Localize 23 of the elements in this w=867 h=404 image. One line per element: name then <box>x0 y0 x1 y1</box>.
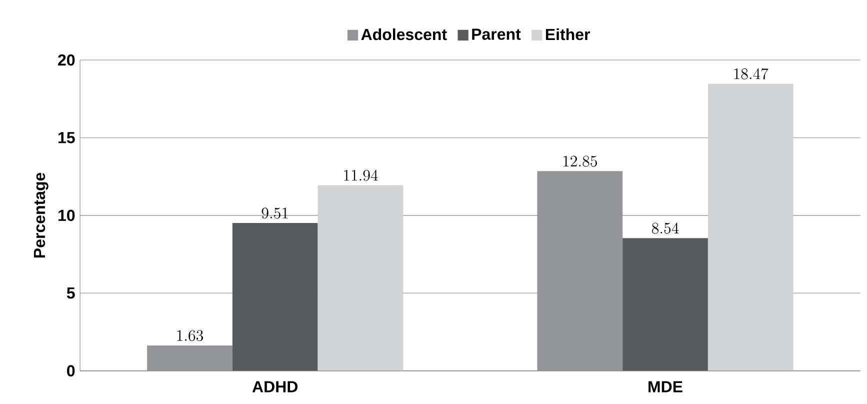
data-label: 9.51 <box>262 208 288 219</box>
legend-label: Adolescent <box>361 28 447 40</box>
bar <box>537 171 623 371</box>
bar <box>147 345 232 371</box>
y-tick-label: 0 <box>67 365 75 376</box>
x-tick-label: ADHD <box>252 381 298 392</box>
y-tick-label: 5 <box>66 287 75 299</box>
y-tick-label: 20 <box>58 54 75 66</box>
bar <box>318 185 404 371</box>
legend-label: Either <box>546 28 590 40</box>
data-label: 11 .94 <box>344 170 378 181</box>
legend-label: Parent <box>472 28 521 40</box>
bar <box>232 222 318 371</box>
data-label: 8.54 <box>652 222 679 234</box>
data-label: 18.47 <box>734 68 768 80</box>
y-tick-label: 10 <box>58 210 75 221</box>
data-label: 1 .63 <box>177 330 204 342</box>
data-label: 12.85 <box>564 156 597 167</box>
y-axis-title: Percentage <box>34 172 48 258</box>
bar <box>622 238 708 371</box>
x-tick-label: MDE <box>648 381 682 392</box>
bar <box>708 84 794 371</box>
y-tick-label: 15 <box>58 132 75 144</box>
